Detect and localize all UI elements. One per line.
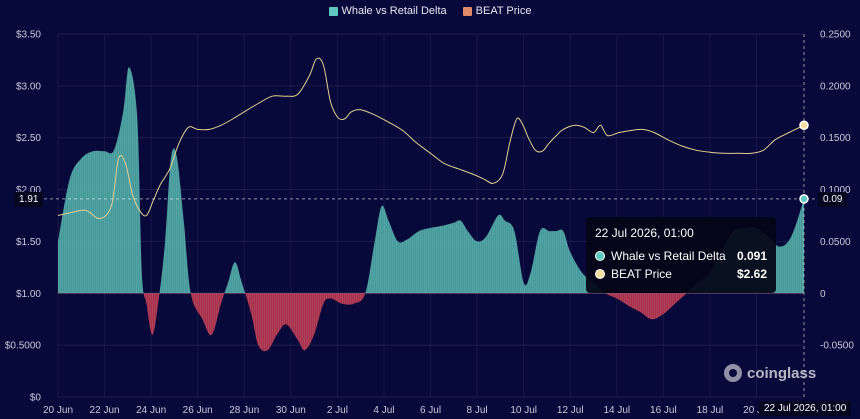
watermark-text: coinglass bbox=[747, 364, 817, 382]
axis-ticks: $3.50 $3.00 $2.50 $2.00 $1.50 $1.00 $0.5000 $0 0… bbox=[5, 30, 855, 417]
right-axis-tick: 0.0500 bbox=[820, 237, 851, 248]
tooltip-name-beat-price: BEAT Price bbox=[611, 267, 672, 281]
coinglass-logo-icon bbox=[724, 364, 742, 382]
beat-price-line bbox=[57, 57, 805, 220]
whale-delta-marker bbox=[799, 194, 809, 204]
left-axis-tick: $3.50 bbox=[16, 30, 41, 41]
right-axis-tick: 0.1500 bbox=[820, 133, 851, 144]
price-line-group bbox=[57, 57, 805, 220]
legend: Whale vs Retail Delta BEAT Price bbox=[0, 5, 860, 17]
legend-item-beat-price[interactable]: BEAT Price bbox=[462, 5, 532, 17]
right-axis-tick: 0 bbox=[820, 289, 826, 300]
left-axis-tick: $0.5000 bbox=[5, 341, 42, 352]
x-axis-tick: 18 Jul bbox=[697, 405, 724, 416]
tooltip-dot-whale-delta bbox=[595, 251, 605, 261]
crosshair-x-value: 22 Jul 2026, 01:00 bbox=[759, 401, 852, 416]
x-axis-tick: 26 Jun bbox=[183, 405, 213, 416]
x-axis-tick: 2 Jul bbox=[327, 405, 348, 416]
left-axis-tick: $1.50 bbox=[16, 237, 41, 248]
x-axis-tick: 22 Jun bbox=[90, 405, 120, 416]
x-axis-tick: 24 Jun bbox=[136, 405, 166, 416]
x-axis-tick: 28 Jun bbox=[229, 405, 259, 416]
x-axis-tick: 20 Jul bbox=[743, 405, 770, 416]
x-axis-tick: 8 Jul bbox=[467, 405, 488, 416]
delta-area-negative-texture bbox=[58, 293, 804, 352]
tooltip-value-beat-price: $2.62 bbox=[736, 267, 767, 281]
crosshair bbox=[44, 34, 817, 400]
x-axis-tick: 12 Jul bbox=[557, 405, 584, 416]
x-axis-tick: 14 Jul bbox=[603, 405, 630, 416]
x-axis-tick: 10 Jul bbox=[510, 405, 537, 416]
coinglass-watermark: coinglass bbox=[724, 364, 816, 382]
crosshair-left-value: 1.91 bbox=[14, 192, 44, 207]
legend-label-beat-price: BEAT Price bbox=[475, 5, 532, 17]
crosshair-right-value: 0.09 bbox=[818, 192, 848, 207]
tooltip-title: 22 Jul 2026, 01:00 bbox=[595, 226, 694, 240]
tooltip: 22 Jul 2026, 01:00 Whale vs Retail Delta… bbox=[586, 217, 776, 293]
x-axis-tick: 4 Jul bbox=[373, 405, 394, 416]
left-axis-tick: $2.50 bbox=[16, 133, 41, 144]
x-axis-tick: 6 Jul bbox=[420, 405, 441, 416]
tooltip-row-whale-delta: Whale vs Retail Delta 0.091 bbox=[595, 249, 767, 263]
legend-item-whale-delta[interactable]: Whale vs Retail Delta bbox=[328, 5, 447, 17]
legend-swatch-whale-delta bbox=[328, 6, 338, 16]
x-axis-tick: 16 Jul bbox=[650, 405, 677, 416]
x-axis-tick: 30 Jun bbox=[276, 405, 306, 416]
right-axis-tick: -0.0500 bbox=[820, 341, 854, 352]
tooltip-dot-beat-price bbox=[595, 269, 605, 279]
tooltip-value-whale-delta: 0.091 bbox=[736, 249, 767, 263]
beat-price-marker bbox=[799, 120, 809, 131]
right-axis-tick: 0.1000 bbox=[820, 185, 851, 196]
left-axis-tick: $0 bbox=[30, 393, 42, 404]
right-axis-tick: 0.2500 bbox=[820, 30, 851, 41]
tooltip-row-beat-price: BEAT Price $2.62 bbox=[595, 267, 767, 281]
x-axis-tick: 20 Jun bbox=[43, 405, 73, 416]
left-axis-tick: $1.00 bbox=[16, 289, 41, 300]
legend-label-whale-delta: Whale vs Retail Delta bbox=[341, 5, 447, 17]
tooltip-name-whale-delta: Whale vs Retail Delta bbox=[611, 249, 726, 263]
legend-swatch-beat-price bbox=[462, 6, 472, 16]
left-axis-tick: $3.00 bbox=[16, 81, 41, 92]
right-axis-tick: 0.2000 bbox=[820, 81, 851, 92]
left-axis-tick: $2.00 bbox=[16, 185, 41, 196]
